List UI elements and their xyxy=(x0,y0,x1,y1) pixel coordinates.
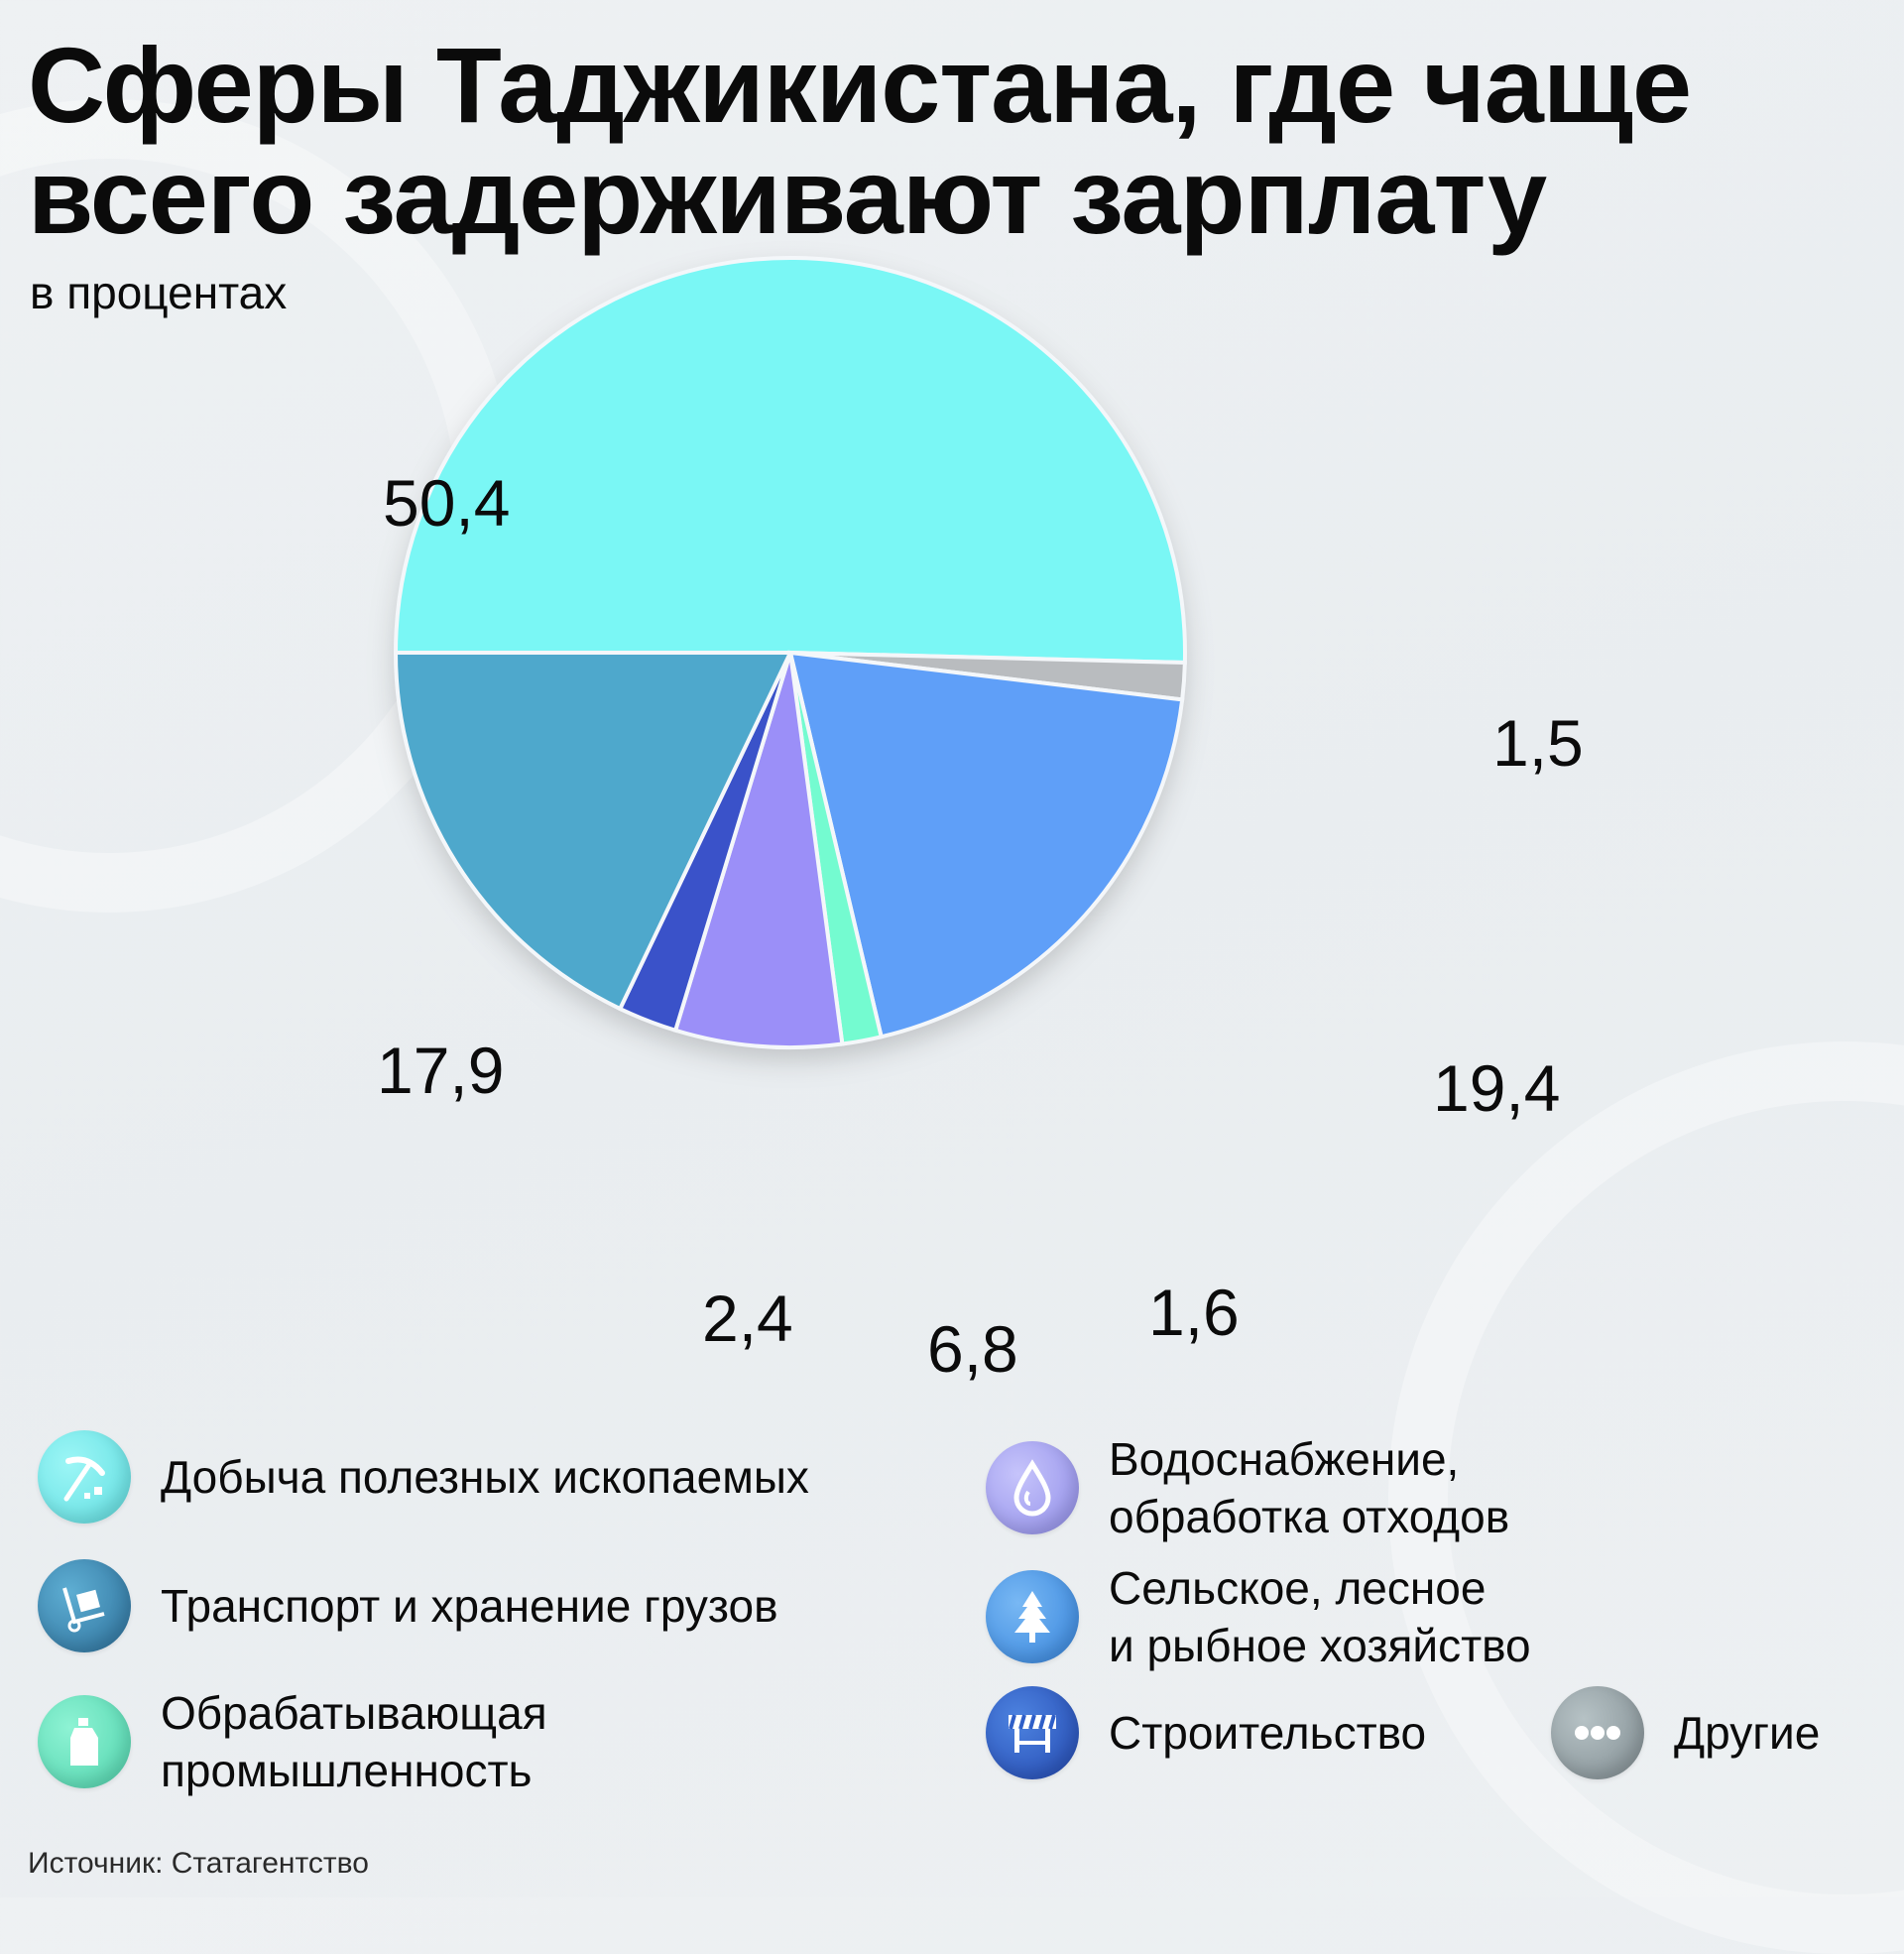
water-drop-icon xyxy=(986,1441,1079,1534)
legend-label: Другие xyxy=(1674,1707,1821,1759)
pickaxe-icon xyxy=(38,1430,131,1524)
legend-label: Сельское, лесное и рыбное хозяйство xyxy=(1109,1562,1531,1671)
legend-item-other: Другие xyxy=(1551,1686,1820,1779)
legend-item-water: Водоснабжение, обработка отходов xyxy=(986,1430,1509,1545)
pie-chart xyxy=(393,255,1187,1049)
value-label-water: 6,8 xyxy=(927,1312,1018,1386)
value-label-other: 1,5 xyxy=(1492,706,1584,780)
pie-slice xyxy=(393,255,1187,666)
legend-label: Транспорт и хранение грузов xyxy=(161,1580,778,1632)
pie-slice xyxy=(393,651,794,1012)
legend-item-transport: Транспорт и хранение грузов xyxy=(38,1559,778,1652)
value-label-agri: 19,4 xyxy=(1433,1051,1561,1125)
legend-item-manufacturing: Обрабатывающая промышленность xyxy=(38,1684,547,1799)
pie-slice xyxy=(787,650,1185,1039)
title-line-2: всего задерживают зарплату xyxy=(28,136,1547,256)
value-label-constr: 2,4 xyxy=(702,1282,793,1355)
title-line-1: Сферы Таджикистана, где чаще xyxy=(28,25,1692,145)
legend-label: Обрабатывающая промышленность xyxy=(161,1687,547,1796)
chart-subtitle: в процентах xyxy=(30,267,288,318)
legend-item-mining: Добыча полезных ископаемых xyxy=(38,1430,809,1524)
dots-icon xyxy=(1551,1686,1644,1779)
pie-slices xyxy=(393,255,1187,1049)
value-label-transport: 17,9 xyxy=(377,1034,505,1107)
value-label-mining: 50,4 xyxy=(383,466,511,540)
chart-title: Сферы Таджикистана, где чаще всего задер… xyxy=(28,30,1892,252)
source-note: Источник: Статагентство xyxy=(28,1847,369,1880)
legend-label: Строительство xyxy=(1109,1707,1427,1759)
tree-icon xyxy=(986,1570,1079,1663)
cart-icon xyxy=(38,1559,131,1652)
barrier-icon xyxy=(986,1686,1079,1779)
legend-item-agriculture: Сельское, лесное и рыбное хозяйство xyxy=(986,1559,1531,1674)
bottle-icon xyxy=(38,1695,131,1788)
legend-item-construction: Строительство xyxy=(986,1686,1426,1779)
legend-label: Водоснабжение, обработка отходов xyxy=(1109,1433,1510,1542)
value-label-manuf: 1,6 xyxy=(1148,1276,1240,1349)
pie-slice xyxy=(672,652,845,1049)
legend-label: Добыча полезных ископаемых xyxy=(161,1451,809,1503)
